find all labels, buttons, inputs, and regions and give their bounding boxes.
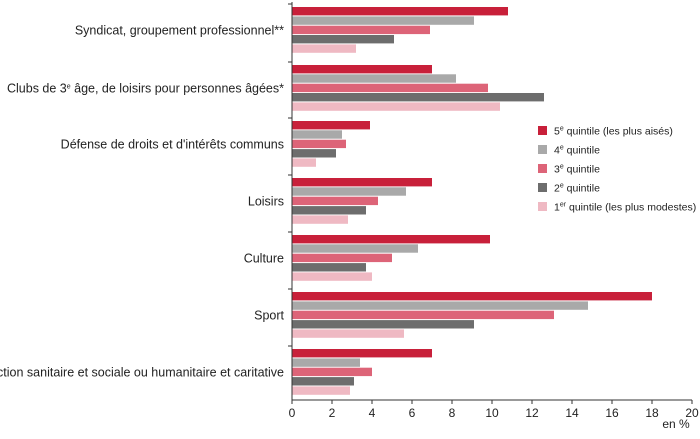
x-tick-label: 14 xyxy=(565,406,579,420)
bar xyxy=(292,386,350,395)
legend-swatch xyxy=(538,145,547,154)
legend-swatch xyxy=(538,164,547,173)
bar xyxy=(292,329,404,338)
bar xyxy=(292,93,544,102)
legend: 5e quintile (les plus aisés) 4e quintile 3… xyxy=(538,126,696,214)
bar xyxy=(292,244,418,253)
bar xyxy=(292,139,346,149)
bar xyxy=(292,16,474,25)
bar xyxy=(292,377,354,386)
category-label: Syndicat, groupement professionnel** xyxy=(75,23,284,37)
bar xyxy=(292,74,456,83)
x-tick-label: 12 xyxy=(525,406,539,420)
bar xyxy=(292,178,432,187)
x-unit-label: en % xyxy=(662,417,690,431)
legend-label: 2e quintile xyxy=(554,183,600,195)
bar xyxy=(292,158,316,167)
x-tick-label: 4 xyxy=(369,406,376,420)
category-label: Défense de droits et d'intérêts communs xyxy=(61,137,284,151)
bar xyxy=(292,44,356,53)
category-label: Loisirs xyxy=(248,194,284,208)
bar xyxy=(292,187,406,196)
x-tick-label: 8 xyxy=(449,406,456,420)
bar xyxy=(292,349,432,358)
category-label: Action sanitaire et sociale ou humanitai… xyxy=(0,365,284,379)
category-label: Sport xyxy=(254,308,284,322)
legend-label: 3e quintile xyxy=(554,164,600,176)
bar xyxy=(292,272,372,281)
bar xyxy=(292,253,392,263)
x-tick-label: 16 xyxy=(605,406,619,420)
bar xyxy=(292,35,394,44)
x-tick-label: 18 xyxy=(645,406,659,420)
bar xyxy=(292,149,336,158)
bar xyxy=(292,102,500,111)
category-labels: Syndicat, groupement professionnel** Club… xyxy=(0,23,285,379)
category-label: Clubs de 3e âge, de loisirs pour personn… xyxy=(7,81,284,95)
x-tick-label: 0 xyxy=(289,406,296,420)
bar xyxy=(292,121,370,130)
legend-label: 1er quintile (les plus modestes) xyxy=(554,202,696,214)
bar xyxy=(292,235,490,244)
bar xyxy=(292,25,430,35)
bar xyxy=(292,358,360,367)
x-tick-label: 10 xyxy=(485,406,499,420)
bar xyxy=(292,310,554,320)
x-tick-label: 20 xyxy=(685,406,699,420)
x-tick-label: 2 xyxy=(329,406,336,420)
legend-swatch xyxy=(538,126,547,135)
bar xyxy=(292,263,366,272)
category-label: Culture xyxy=(244,251,284,265)
bar xyxy=(292,7,508,16)
bar xyxy=(292,196,378,206)
legend-label: 4e quintile xyxy=(554,145,600,157)
bar xyxy=(292,130,342,139)
legend-swatch xyxy=(538,202,547,211)
bar xyxy=(292,320,474,329)
bar xyxy=(292,83,488,93)
bar xyxy=(292,215,348,224)
bar xyxy=(292,301,588,310)
bars-layer xyxy=(292,7,652,395)
bar xyxy=(292,65,432,74)
bar xyxy=(292,292,652,301)
legend-label: 5e quintile (les plus aisés) xyxy=(554,126,673,138)
legend-swatch xyxy=(538,183,547,192)
x-tick-label: 6 xyxy=(409,406,416,420)
bar xyxy=(292,367,372,377)
bar xyxy=(292,206,366,215)
